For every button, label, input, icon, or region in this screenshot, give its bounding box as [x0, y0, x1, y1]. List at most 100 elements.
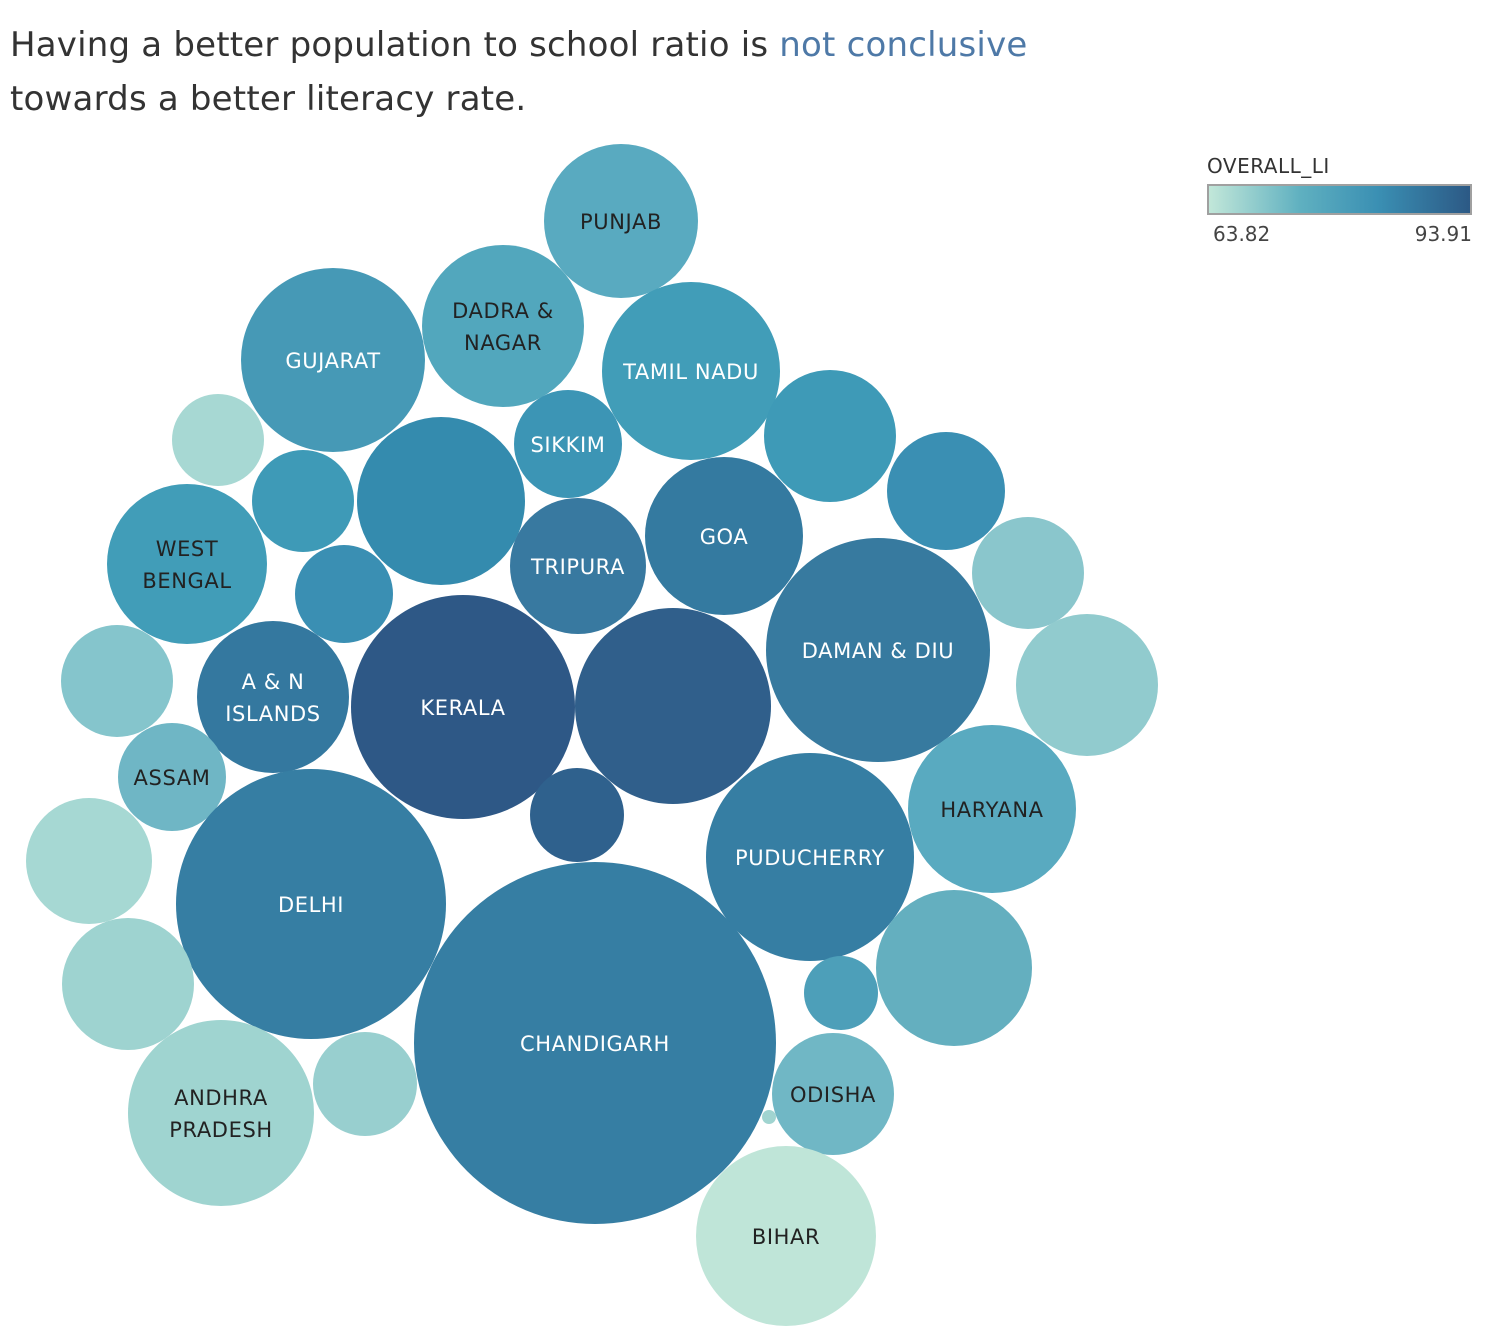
bubble-unlabeled-30[interactable] — [804, 956, 878, 1030]
bubble-unlabeled-9[interactable] — [357, 417, 525, 585]
legend-title: OVERALL_LI — [1207, 154, 1330, 178]
title-highlight: not conclusive — [779, 25, 1028, 65]
bubble-gujarat[interactable]: GUJARAT — [241, 268, 425, 452]
bubble-west-bengal[interactable]: WEST BENGAL — [107, 484, 267, 644]
legend-labels: 63.82 93.91 — [1207, 222, 1472, 248]
bubble-label: DELHI — [278, 893, 344, 917]
bubble-circle[interactable] — [118, 723, 226, 831]
bubble-andhra-pradesh[interactable]: ANDHRA PRADESH — [128, 1020, 314, 1206]
bubble-dadra-and-nagar[interactable]: DADRA & NAGAR — [422, 245, 584, 407]
bubble-circle[interactable] — [876, 890, 1032, 1046]
bubble-unlabeled-18[interactable] — [61, 625, 173, 737]
bubble-circle[interactable] — [764, 370, 896, 502]
bubble-circle[interactable] — [422, 245, 584, 407]
bubble-circle[interactable] — [887, 432, 1005, 550]
bubble-assam[interactable]: ASSAM — [118, 723, 226, 831]
bubble-haryana[interactable]: HARYANA — [908, 725, 1076, 893]
bubble-circle[interactable] — [908, 725, 1076, 893]
bubble-circle[interactable] — [128, 1020, 314, 1206]
bubble-label: SIKKIM — [531, 433, 606, 457]
bubble-circle[interactable] — [645, 457, 803, 615]
bubble-circle[interactable] — [706, 753, 914, 961]
title-part-2: towards a better literacy rate. — [10, 79, 527, 119]
bubble-circle[interactable] — [414, 862, 776, 1224]
bubble-tripura[interactable]: TRIPURA — [510, 498, 646, 634]
bubble-circle[interactable] — [351, 595, 575, 819]
bubble-label: TAMIL NADU — [622, 360, 759, 384]
bubble-circle[interactable] — [172, 394, 264, 486]
bubble-unlabeled-29[interactable] — [876, 890, 1032, 1046]
bubble-circle[interactable] — [514, 390, 622, 498]
bubble-unlabeled-11[interactable] — [887, 432, 1005, 550]
bubble-unlabeled-28[interactable] — [62, 918, 194, 1050]
legend-gradient-bar — [1207, 184, 1472, 215]
bubble-circle[interactable] — [696, 1146, 876, 1326]
bubble-circle[interactable] — [575, 608, 771, 804]
bubble-a-and-n-islands[interactable]: A & N ISLANDS — [197, 621, 349, 773]
bubble-label: HARYANA — [940, 798, 1043, 822]
bubble-label: A & N ISLANDS — [225, 670, 320, 726]
bubble-circle[interactable] — [252, 450, 354, 552]
bubble-unlabeled-35[interactable] — [762, 1110, 776, 1124]
bubble-circle[interactable] — [510, 498, 646, 634]
bubble-unlabeled-14[interactable] — [295, 545, 393, 643]
bubble-label: ODISHA — [790, 1083, 876, 1107]
bubble-label: CHANDIGARH — [520, 1032, 670, 1056]
bubble-goa[interactable]: GOA — [645, 457, 803, 615]
bubble-unlabeled-21[interactable] — [575, 608, 771, 804]
bubble-unlabeled-15[interactable] — [972, 517, 1084, 629]
chart-title: Having a better population to school rat… — [10, 18, 1028, 126]
bubble-circle[interactable] — [197, 621, 349, 773]
bubble-sikkim[interactable]: SIKKIM — [514, 390, 622, 498]
bubble-circle[interactable] — [1016, 614, 1158, 756]
legend-max-label: 93.91 — [1414, 222, 1472, 246]
bubble-circle[interactable] — [602, 282, 780, 460]
bubble-circle[interactable] — [762, 1110, 776, 1124]
bubble-odisha[interactable]: ODISHA — [772, 1033, 894, 1155]
bubble-label: TRIPURA — [530, 555, 625, 579]
bubble-circle[interactable] — [972, 517, 1084, 629]
bubble-circle[interactable] — [766, 538, 990, 762]
bubble-label: WEST BENGAL — [142, 537, 231, 593]
bubble-circle[interactable] — [61, 625, 173, 737]
bubble-bihar[interactable]: BIHAR — [696, 1146, 876, 1326]
bubble-circle[interactable] — [26, 798, 152, 924]
bubble-label: ANDHRA PRADESH — [169, 1086, 273, 1142]
bubble-circle[interactable] — [295, 545, 393, 643]
bubble-punjab[interactable]: PUNJAB — [544, 144, 698, 298]
bubble-unlabeled-5[interactable] — [172, 394, 264, 486]
bubble-label: PUNJAB — [580, 210, 662, 234]
bubble-label: ASSAM — [134, 766, 211, 790]
title-part-1: Having a better population to school rat… — [10, 25, 780, 65]
bubble-puducherry[interactable]: PUDUCHERRY — [706, 753, 914, 961]
bubble-circle[interactable] — [357, 417, 525, 585]
bubble-label: GUJARAT — [285, 349, 380, 373]
bubble-chandigarh[interactable]: CHANDIGARH — [414, 862, 776, 1224]
bubble-unlabeled-25[interactable] — [530, 768, 624, 862]
bubble-circle[interactable] — [804, 956, 878, 1030]
legend-min-label: 63.82 — [1213, 222, 1271, 246]
bubble-tamil-nadu[interactable]: TAMIL NADU — [602, 282, 780, 460]
bubble-unlabeled-8[interactable] — [252, 450, 354, 552]
bubble-delhi[interactable]: DELHI — [176, 769, 446, 1039]
bubble-circle[interactable] — [176, 769, 446, 1039]
bubble-unlabeled-24[interactable] — [26, 798, 152, 924]
bubble-label: PUDUCHERRY — [735, 846, 885, 870]
bubble-circle[interactable] — [62, 918, 194, 1050]
bubble-label: GOA — [700, 525, 749, 549]
bubble-daman-and-diu[interactable]: DAMAN & DIU — [766, 538, 990, 762]
bubble-label: DADRA & NAGAR — [452, 299, 554, 355]
bubble-circle[interactable] — [544, 144, 698, 298]
bubble-circle[interactable] — [241, 268, 425, 452]
bubble-unlabeled-7[interactable] — [764, 370, 896, 502]
bubble-circle[interactable] — [772, 1033, 894, 1155]
bubble-circle[interactable] — [107, 484, 267, 644]
bubble-circle[interactable] — [530, 768, 624, 862]
bubble-circle[interactable] — [313, 1032, 417, 1136]
bubble-chart: PUNJAB DADRA & NAGAR GUJARAT TAMIL NADU SIKKI… — [26, 144, 1158, 1326]
bubble-kerala[interactable]: KERALA — [351, 595, 575, 819]
bubble-label: DAMAN & DIU — [802, 639, 954, 663]
bubble-unlabeled-17[interactable] — [1016, 614, 1158, 756]
bubble-label: KERALA — [420, 696, 505, 720]
bubble-unlabeled-33[interactable] — [313, 1032, 417, 1136]
